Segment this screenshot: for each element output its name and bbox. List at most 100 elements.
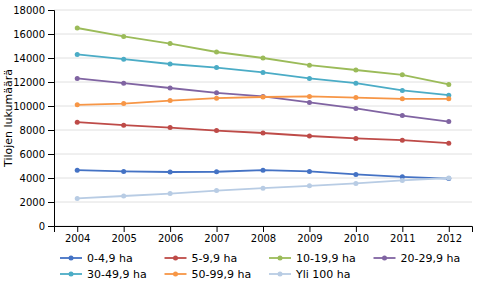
series-point — [75, 52, 80, 57]
x-axis-line — [55, 227, 473, 233]
grid-line — [54, 130, 472, 131]
chart: 2004200520062007200820092010201120120200… — [0, 0, 484, 284]
grid-line — [54, 106, 472, 107]
y-tick: 10000 — [13, 101, 54, 112]
series-point — [121, 57, 126, 62]
series-point — [307, 100, 312, 105]
series-line — [77, 78, 449, 121]
y-axis-title: Tilojen lukumäärä — [2, 69, 15, 168]
y-tick-mark — [48, 178, 54, 179]
x-tick-mark — [356, 226, 357, 232]
series-point — [353, 181, 358, 186]
legend-marker — [278, 272, 283, 277]
series-point — [261, 131, 266, 136]
series-point — [214, 188, 219, 193]
series-point — [307, 169, 312, 174]
series-point — [75, 102, 80, 107]
y-tick: 16000 — [13, 29, 54, 40]
x-tick-label: 2010 — [344, 233, 369, 244]
series-point — [168, 62, 173, 67]
series-point — [353, 95, 358, 100]
series-point — [168, 98, 173, 103]
series-point — [121, 81, 126, 86]
y-tick-label: 18000 — [13, 5, 45, 16]
series-point — [261, 94, 266, 99]
legend-item: Yli 100 ha — [269, 268, 351, 281]
x-tick-mark — [449, 226, 450, 232]
series-point — [446, 176, 451, 181]
series-point — [75, 76, 80, 81]
legend-item: 10-19,9 ha — [269, 252, 356, 265]
x-tick: 2011 — [390, 226, 415, 244]
y-tick-label: 12000 — [13, 77, 45, 88]
series-point — [400, 96, 405, 101]
series-point — [75, 168, 80, 173]
y-axis-line — [48, 11, 55, 227]
series-point — [214, 96, 219, 101]
y-tick-mark — [48, 154, 54, 155]
y-tick: 0 — [39, 221, 54, 232]
series-point — [261, 56, 266, 61]
y-tick-label: 14000 — [13, 53, 45, 64]
series-point — [446, 176, 451, 181]
y-tick: 6000 — [20, 149, 54, 160]
y-tick-mark — [48, 34, 54, 35]
y-tick-mark — [48, 226, 54, 227]
y-tick-label: 0 — [39, 221, 45, 232]
series-point — [353, 106, 358, 111]
legend-item: 20-29,9 ha — [374, 252, 461, 265]
series-point — [307, 94, 312, 99]
y-tick: 12000 — [13, 77, 54, 88]
series-point — [121, 101, 126, 106]
x-tick-label: 2008 — [251, 233, 276, 244]
series-point — [307, 183, 312, 188]
y-tick-label: 2000 — [20, 197, 45, 208]
grid-line — [54, 154, 472, 155]
y-tick: 4000 — [20, 173, 54, 184]
series-line — [77, 54, 449, 95]
series-line — [77, 28, 449, 84]
legend-item: 5-9,9 ha — [165, 252, 238, 265]
x-tick: 2005 — [111, 226, 136, 244]
plot: 2004200520062007200820092010201120120200… — [2, 5, 473, 281]
marks — [75, 26, 452, 201]
series-point — [121, 194, 126, 199]
series-point — [214, 65, 219, 70]
series-point — [214, 50, 219, 55]
y-tick-mark — [48, 58, 54, 59]
y-tick-mark — [48, 202, 54, 203]
series-point — [214, 128, 219, 133]
series-point — [400, 138, 405, 143]
y-tick: 18000 — [13, 5, 54, 16]
x-tick-mark — [77, 226, 78, 232]
x-tick-mark — [217, 226, 218, 232]
x-tick-mark — [124, 226, 125, 232]
legend-item: 0-4,9 ha — [60, 252, 133, 265]
legend-label: Yli 100 ha — [295, 268, 351, 281]
legend-marker — [278, 256, 283, 261]
y-tick-mark — [48, 130, 54, 131]
series-point — [400, 72, 405, 77]
x-tick-mark — [402, 226, 403, 232]
series-point — [75, 26, 80, 31]
x-axis: 200420052006200720082009201020112012 — [55, 226, 473, 244]
x-tick: 2008 — [251, 226, 276, 244]
series-point — [446, 82, 451, 87]
legend-label: 0-4,9 ha — [87, 252, 133, 265]
series-point — [446, 119, 451, 124]
x-tick: 2006 — [158, 226, 183, 244]
series-point — [168, 125, 173, 130]
x-tick-label: 2011 — [390, 233, 415, 244]
series-point — [214, 90, 219, 95]
series-point — [121, 34, 126, 39]
x-tick: 2007 — [204, 226, 229, 244]
series-point — [121, 169, 126, 174]
grid — [54, 10, 472, 226]
series-point — [214, 169, 219, 174]
series-point — [121, 123, 126, 128]
legend-marker — [173, 256, 178, 261]
x-tick-mark — [309, 226, 310, 232]
series-point — [446, 96, 451, 101]
x-tick-label: 2004 — [65, 233, 90, 244]
series-line — [77, 178, 449, 198]
